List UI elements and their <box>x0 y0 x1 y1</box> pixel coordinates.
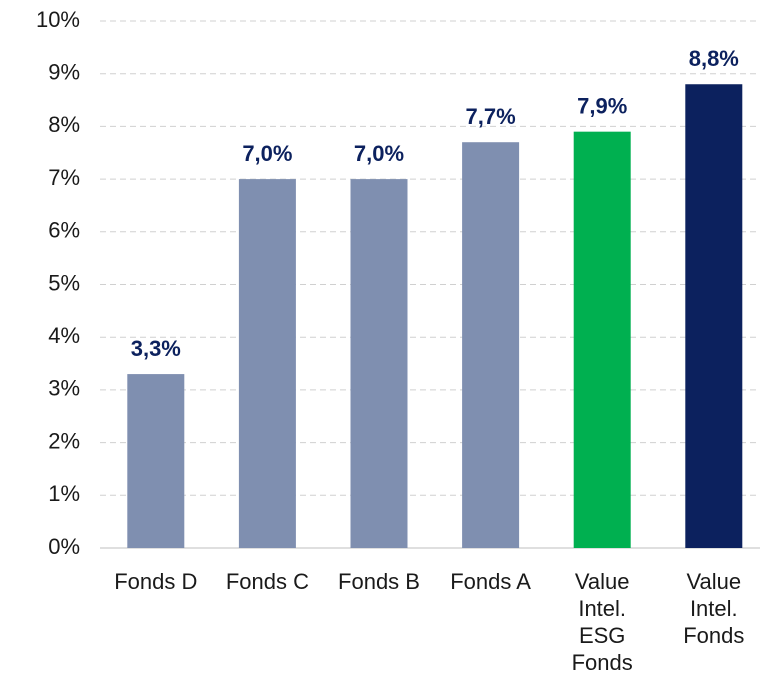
data-label: 8,8% <box>689 46 739 71</box>
data-label: 7,0% <box>242 141 292 166</box>
y-tick-label: 4% <box>48 323 80 348</box>
y-tick-label: 6% <box>48 218 80 243</box>
y-tick-label: 10% <box>36 7 80 32</box>
bar <box>573 131 631 549</box>
y-tick-label: 8% <box>48 112 80 137</box>
data-label: 7,0% <box>354 141 404 166</box>
x-tick-label: Fonds D <box>114 569 198 594</box>
x-tick-label: Value Intel. ESG Fonds <box>571 569 633 675</box>
x-tick-label: Value Intel. Fonds <box>683 569 745 648</box>
y-tick-label: 1% <box>48 481 80 506</box>
y-tick-label: 2% <box>48 428 80 453</box>
bar <box>127 374 185 548</box>
y-tick-label: 7% <box>48 165 80 190</box>
y-tick-label: 9% <box>48 60 80 85</box>
bar <box>350 179 408 548</box>
x-tick-label: Fonds C <box>225 569 309 594</box>
bar <box>685 84 743 549</box>
y-tick-label: 0% <box>48 534 80 559</box>
bar <box>462 142 520 548</box>
bar <box>238 179 296 548</box>
y-tick-label: 5% <box>48 270 80 295</box>
y-tick-label: 3% <box>48 376 80 401</box>
data-label: 7,7% <box>466 104 516 129</box>
data-label: 3,3% <box>131 336 181 361</box>
x-tick-label: Fonds B <box>338 569 420 594</box>
data-label: 7,9% <box>577 93 627 118</box>
x-tick-label: Fonds A <box>450 569 531 594</box>
